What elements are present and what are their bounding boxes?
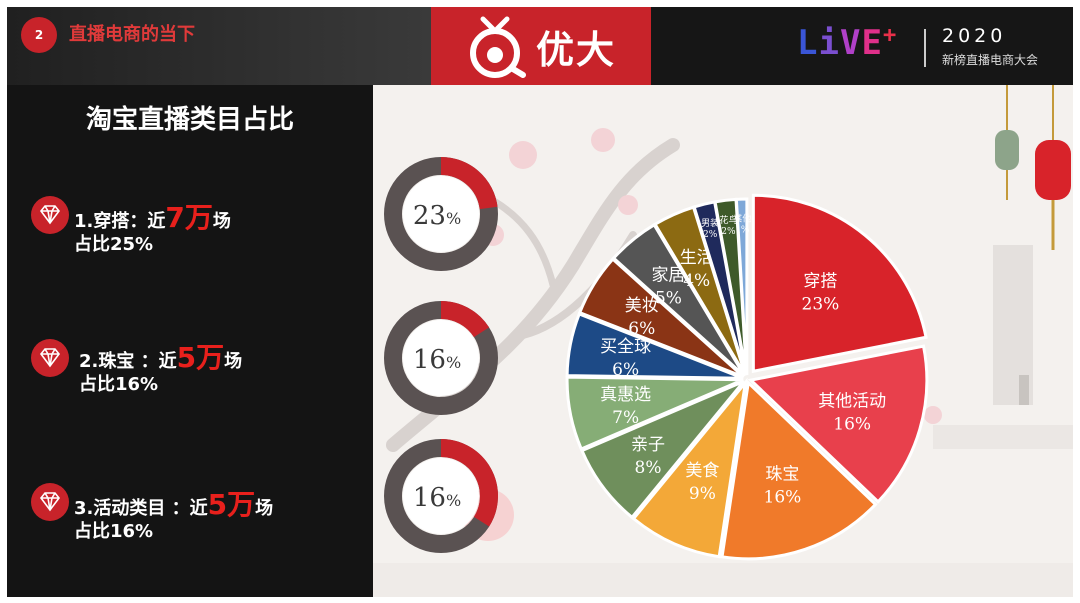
header-divider (924, 29, 926, 67)
tv-logo-icon (470, 16, 526, 78)
pie-value-label: 9% (689, 484, 716, 504)
item-highlight: 5万 (176, 341, 225, 374)
pie-category-label: 花鸟 (719, 214, 737, 226)
left-panel: 淘宝直播类目占比 1.穿搭：近7万场 占比25% 2.珠宝 ：近5万场 占比16… (7, 85, 373, 597)
pie-slice-真惠选 (565, 375, 744, 451)
section-number-badge: 2 (21, 17, 57, 53)
item-highlight: 7万 (165, 201, 213, 234)
pie-category-label: 买全球 (600, 337, 651, 357)
item-suffix: 场 (255, 498, 274, 519)
diamond-icon (31, 483, 69, 521)
header-left: 2 直播电商的当下 (7, 7, 431, 85)
donut-gauges: 23% 16% 16% (384, 157, 498, 553)
item-prefix: 1.穿搭：近 (74, 211, 166, 232)
pie-value-label: 4% (683, 271, 710, 291)
pie-category-label: 其他 (733, 213, 751, 225)
donut-fill (440, 301, 490, 338)
diamond-icon (31, 339, 69, 377)
pie-slice-穿搭 (751, 193, 928, 374)
pie-category-label: 珠宝 (765, 465, 799, 485)
pie-category-label: 真惠选 (600, 385, 651, 405)
pie-category-label: 亲子 (631, 435, 665, 455)
pie-slice-其他活动 (747, 344, 929, 504)
pie-value-label: 6% (612, 360, 639, 380)
slide: 2 直播电商的当下 优大人 LiVE+ 2020 新榜直播电商大会 淘宝直播类目… (7, 7, 1073, 597)
pie-category-label: 家居 (651, 265, 685, 285)
pie-value-label: 5% (655, 288, 682, 308)
pie-value-label: 2% (703, 230, 718, 240)
pie-category-label: 男装 (701, 217, 719, 229)
pie-value-label: 2% (721, 227, 736, 237)
ranking-item-share: 占比16% (74, 521, 154, 542)
pie-slice-其他 (734, 197, 749, 376)
header-bar: 2 直播电商的当下 优大人 LiVE+ 2020 新榜直播电商大会 (7, 7, 1073, 127)
pie-slice-珠宝 (720, 379, 878, 561)
ranking-item-share: 占比25% (74, 234, 154, 255)
lantern-decoration (933, 85, 1073, 449)
pie-value-label: 1% (735, 226, 750, 236)
pie-category-label: 生活 (680, 248, 714, 268)
pie-value-label: 8% (635, 458, 662, 478)
donut-gauge: 16% (384, 301, 498, 415)
panel-title: 淘宝直播类目占比 (85, 105, 294, 135)
pie-value-label: 23% (802, 295, 840, 315)
donut-gauge: 16% (384, 439, 498, 553)
item-prefix: 2.珠宝 ：近 (79, 351, 177, 372)
pie-value-label: 6% (628, 319, 655, 339)
donut-unit: % (446, 209, 461, 228)
pie-value-label: 7% (612, 408, 639, 428)
ranking-item-share: 占比16% (79, 374, 159, 395)
donut-unit: % (446, 353, 461, 372)
pie-slice-亲子 (579, 380, 745, 520)
chart-area: 23% 16% 16% 穿搭 23% 其他活动 16% 珠宝 16% 美食 9% 亲子 8% 真惠选 7%… (373, 85, 1073, 597)
donut-hole (403, 320, 479, 396)
live-brand: LiVE+ (797, 23, 898, 63)
item-prefix: 3.活动类目 ：近 (74, 498, 208, 519)
item-suffix: 场 (224, 351, 243, 372)
donut-gauge: 23% (384, 157, 498, 271)
event-name: 新榜直播电商大会 (942, 53, 1039, 67)
category-pie-chart: 穿搭23%其他活动16%珠宝16%美食9%亲子8%真惠选7%买全球6%美妆6%家… (565, 193, 929, 561)
donut-fill (440, 157, 498, 210)
pie-category-label: 穿搭 (803, 272, 837, 292)
diamond-icon (31, 196, 69, 234)
item-highlight: 5万 (207, 488, 256, 521)
pie-value-label: 16% (764, 488, 802, 508)
section-title: 直播电商的当下 (69, 24, 195, 45)
ranking-item-line: 3.活动类目 ：近5万场 (74, 483, 273, 523)
donut-unit: % (446, 491, 461, 510)
donut-hole (403, 458, 479, 534)
ranking-item-line: 2.珠宝 ：近5万场 (79, 336, 242, 376)
item-suffix: 场 (212, 211, 231, 232)
pie-category-label: 其他活动 (818, 392, 886, 412)
pie-category-label: 美妆 (625, 296, 659, 316)
ranking-item-line: 1.穿搭：近7万场 (74, 196, 231, 236)
brand-logo: 优大人 (431, 7, 651, 127)
pie-slice-美食 (631, 377, 748, 559)
event-year: 2020 (942, 25, 1007, 47)
donut-hole (403, 176, 479, 252)
donut-fill (440, 439, 498, 527)
pie-value-label: 16% (833, 415, 871, 435)
pie-category-label: 美食 (685, 461, 719, 481)
